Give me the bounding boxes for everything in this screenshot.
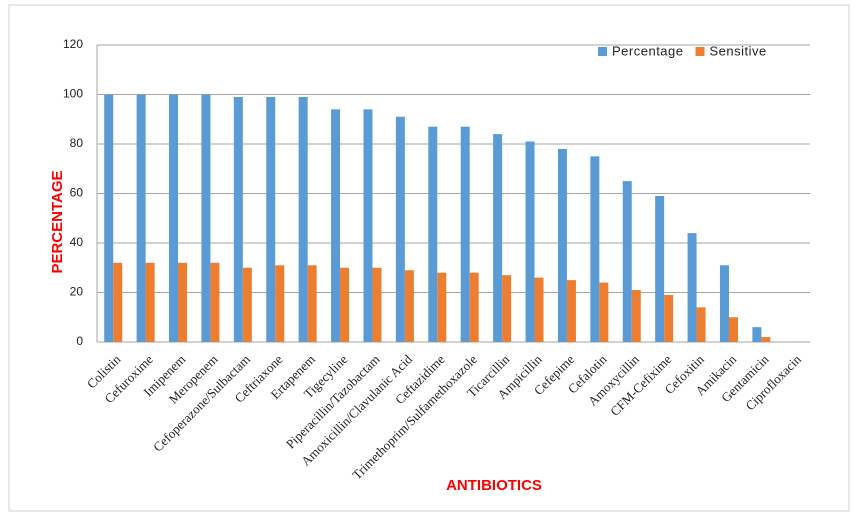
bar: [525, 141, 535, 342]
y-tick-label: 60: [70, 186, 84, 200]
bar: [363, 109, 373, 342]
bar: [534, 277, 544, 342]
bar: [113, 262, 123, 342]
bar: [298, 96, 308, 342]
bar: [136, 94, 146, 342]
legend-swatch: [598, 47, 607, 56]
y-axis-title: PERCENTAGE: [49, 170, 66, 273]
legend-label: Sensitive: [710, 43, 767, 58]
bar: [687, 233, 697, 342]
bar: [242, 267, 252, 342]
bar: [178, 262, 188, 342]
y-tick-label: 100: [63, 87, 83, 101]
x-axis-title: ANTIBIOTICS: [446, 477, 542, 494]
y-tick-label: 120: [63, 37, 83, 51]
bar: [655, 195, 665, 342]
bar: [566, 280, 576, 342]
bar: [622, 181, 632, 342]
bar: [266, 96, 276, 342]
bar: [664, 294, 674, 342]
bar: [502, 275, 512, 342]
bar: [493, 134, 503, 342]
bar: [761, 337, 771, 342]
bar: [599, 282, 609, 342]
bar: [169, 94, 179, 342]
bar: [145, 262, 155, 342]
legend-swatch: [695, 47, 705, 56]
bar: [590, 156, 600, 342]
bar: [340, 267, 350, 342]
bar: [460, 126, 470, 342]
bar: [201, 94, 211, 342]
legend-label: Percentage: [612, 43, 684, 58]
bar: [631, 290, 641, 342]
y-tick-label: 40: [70, 235, 84, 249]
y-tick-label: 20: [70, 285, 84, 299]
bar: [719, 265, 729, 342]
bar: [275, 265, 285, 342]
y-tick-label: 80: [70, 136, 84, 150]
bar: [728, 317, 738, 342]
bar: [469, 272, 479, 342]
bar: [395, 116, 405, 343]
bar: [210, 262, 220, 342]
bar: [752, 327, 762, 342]
bar: [233, 96, 243, 342]
bar: [404, 270, 414, 342]
bar: [331, 109, 341, 342]
y-tick-label: 0: [76, 334, 83, 348]
bar: [557, 148, 567, 342]
bar: [437, 272, 447, 342]
bar: [307, 265, 317, 342]
bar: [104, 94, 114, 342]
bar: [428, 126, 438, 342]
bar: [372, 267, 382, 342]
bar: [696, 307, 706, 342]
